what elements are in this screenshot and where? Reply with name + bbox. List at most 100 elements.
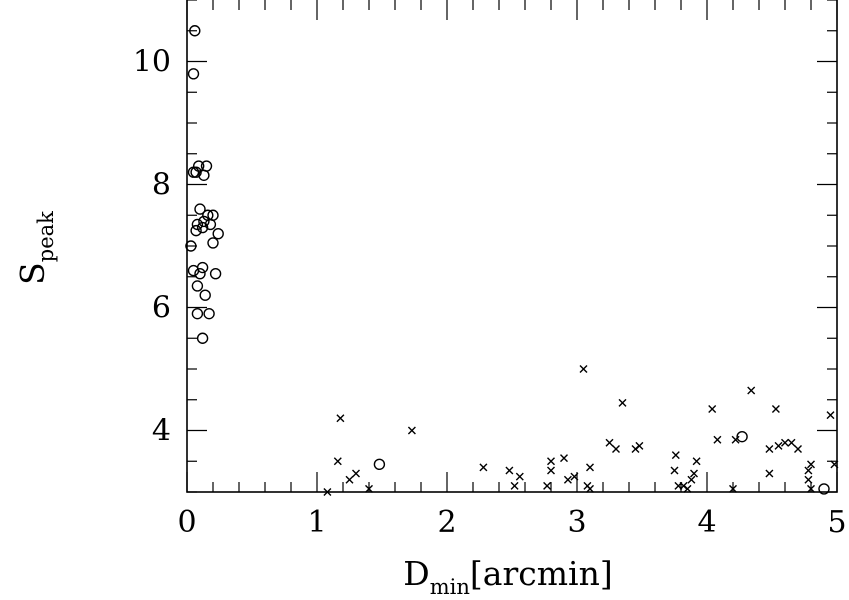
cross-stroke (365, 484, 373, 493)
circle-marker (373, 458, 386, 471)
cross-stroke (713, 435, 722, 444)
y-tick-label: 10 (133, 45, 171, 80)
y-tick-label: 4 (152, 414, 171, 449)
cross-stroke (708, 404, 717, 413)
cross-stroke (333, 457, 342, 466)
circle-marker (191, 307, 204, 320)
circle-marker (204, 218, 217, 231)
tick-labels: 0 1 2 3 4 5 4 6 8 10 (133, 45, 847, 541)
cross-stroke (690, 469, 698, 478)
cross-stroke (765, 469, 774, 478)
y-axis-label-sub: peak (34, 211, 58, 262)
circle-marker (198, 215, 210, 228)
cross-stroke (345, 475, 354, 484)
cross-stroke (830, 460, 839, 469)
cross-stroke (510, 481, 519, 490)
cross-marker (830, 460, 839, 469)
cross-marker (586, 463, 594, 472)
x-tick-label: 5 (827, 505, 846, 540)
cross-marker (336, 414, 345, 423)
cross-marker (586, 484, 594, 493)
cross-marker (729, 484, 737, 493)
cross-stroke (670, 466, 679, 475)
cross-marker (826, 411, 835, 420)
cross-marker (605, 438, 614, 447)
cross-marker (333, 457, 342, 466)
cross-stroke (543, 481, 552, 490)
cross-marker (787, 438, 796, 447)
circle-marker (736, 430, 748, 443)
cross-marker (687, 475, 696, 484)
y-tick-label: 6 (152, 291, 171, 326)
cross-stroke (804, 475, 813, 484)
cross-marker (323, 488, 332, 496)
cross-stroke (671, 451, 680, 460)
x-axis-label-suffix: [arcmin] (470, 554, 613, 593)
circle-marker (191, 280, 204, 292)
circle-marker (187, 68, 200, 80)
cross-stroke (731, 435, 740, 444)
cross-marker (731, 435, 740, 444)
cross-stroke (729, 484, 737, 493)
circle-marker (189, 25, 201, 37)
circle-marker (203, 307, 215, 320)
cross-marker (612, 444, 620, 453)
cross-marker (579, 365, 588, 373)
cross-marker (794, 444, 802, 453)
cross-marker (807, 460, 815, 469)
cross-marker (804, 466, 813, 475)
cross-stroke (692, 457, 701, 466)
cross-stroke (407, 426, 416, 435)
cross-marker (708, 404, 717, 413)
cross-stroke (352, 469, 360, 478)
cross-marker (771, 404, 780, 413)
cross-stroke (794, 444, 802, 453)
x-tick-label: 0 (177, 505, 196, 540)
cross-marker (547, 466, 555, 475)
cross-stroke (826, 411, 835, 420)
cross-stroke (804, 466, 813, 475)
cross-stroke (765, 444, 774, 453)
circle-marker (196, 332, 209, 344)
cross-stroke (547, 457, 555, 466)
cross-marker (635, 441, 644, 450)
cross-stroke (479, 463, 488, 472)
cross-stroke (547, 466, 555, 475)
cross-stroke (586, 484, 594, 493)
circle-marker (818, 483, 830, 495)
circle-marker (190, 224, 202, 237)
cross-marker (547, 457, 555, 466)
cross-stroke (787, 438, 796, 447)
cross-marker (807, 484, 815, 493)
circle-marker (196, 221, 209, 234)
cross-stroke (563, 475, 572, 484)
cross-stroke (807, 484, 815, 493)
x-tick-label: 1 (307, 505, 326, 540)
cross-marker (692, 457, 701, 466)
y-tick-label: 8 (152, 168, 171, 203)
circle-marker (194, 267, 206, 280)
cross-stroke (687, 475, 696, 484)
cross-stroke (612, 444, 620, 453)
cross-stroke (560, 454, 568, 463)
cross-marker (479, 463, 488, 472)
cross-stroke (515, 472, 524, 481)
circle-marker (199, 289, 211, 301)
cross-marker (505, 466, 514, 475)
cross-stroke (774, 441, 783, 450)
cross-marker (713, 435, 722, 444)
circle-marker (207, 237, 219, 249)
plot-frame (186, 0, 838, 493)
cross-marker (560, 454, 568, 463)
cross-marker (765, 444, 774, 453)
cross-marker (510, 481, 519, 490)
cross-marker (774, 441, 783, 450)
cross-marker (804, 475, 813, 484)
cross-stroke (570, 472, 579, 481)
cross-stroke (323, 488, 332, 496)
cross-stroke (747, 386, 756, 395)
circle-marker (198, 169, 210, 181)
cross-marker (543, 481, 552, 490)
cross-marker (618, 398, 627, 407)
